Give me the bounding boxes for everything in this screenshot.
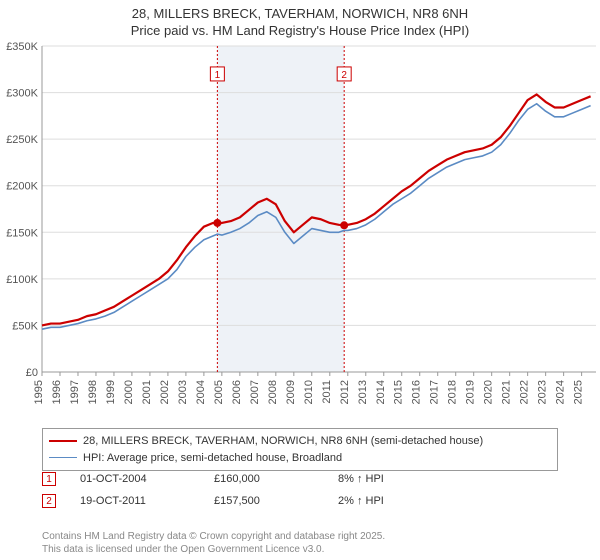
svg-text:2014: 2014	[375, 380, 387, 404]
svg-text:2015: 2015	[393, 380, 405, 404]
svg-text:£0: £0	[26, 367, 38, 379]
sale-date-2: 19-OCT-2011	[80, 495, 190, 507]
svg-text:2007: 2007	[249, 380, 261, 404]
svg-text:2003: 2003	[177, 380, 189, 404]
svg-text:2023: 2023	[537, 380, 549, 404]
chart-plot: £0 £50K £100K £150K £200K £250K £300K £350K 1995…	[0, 40, 600, 420]
sale-marker-1: 1	[42, 472, 56, 486]
svg-text:2010: 2010	[303, 380, 315, 404]
svg-text:2019: 2019	[465, 380, 477, 404]
svg-text:2009: 2009	[285, 380, 297, 404]
chart-title: 28, MILLERS BRECK, TAVERHAM, NORWICH, NR…	[0, 0, 600, 40]
chart-svg: £0 £50K £100K £150K £200K £250K £300K £350K 1995…	[0, 40, 600, 420]
sale-row-1: 1 01-OCT-2004 £160,000 8% ↑ HPI	[42, 472, 558, 486]
svg-text:1995: 1995	[33, 380, 45, 404]
sale-row-2: 2 19-OCT-2011 £157,500 2% ↑ HPI	[42, 494, 558, 508]
svg-text:1997: 1997	[69, 380, 81, 404]
legend: 28, MILLERS BRECK, TAVERHAM, NORWICH, NR…	[42, 428, 558, 471]
svg-text:£350K: £350K	[6, 41, 38, 53]
legend-label-series1: 28, MILLERS BRECK, TAVERHAM, NORWICH, NR…	[83, 433, 483, 450]
svg-text:2012: 2012	[339, 380, 351, 404]
sale-price-2: £157,500	[214, 495, 314, 507]
svg-text:£50K: £50K	[12, 320, 38, 332]
svg-text:£100K: £100K	[6, 274, 38, 286]
sale-marker-2-num: 2	[46, 496, 52, 507]
legend-row-series1: 28, MILLERS BRECK, TAVERHAM, NORWICH, NR…	[49, 433, 551, 450]
svg-text:2000: 2000	[123, 380, 135, 404]
footer: Contains HM Land Registry data © Crown c…	[42, 530, 385, 556]
svg-text:2: 2	[341, 70, 347, 81]
legend-row-series2: HPI: Average price, semi-detached house,…	[49, 450, 551, 467]
legend-swatch-series2	[49, 457, 77, 458]
svg-text:2022: 2022	[519, 380, 531, 404]
sale-delta-2: 2% ↑ HPI	[338, 495, 384, 507]
svg-text:2021: 2021	[501, 380, 513, 404]
svg-text:2016: 2016	[411, 380, 423, 404]
svg-text:2005: 2005	[213, 380, 225, 404]
svg-text:2025: 2025	[573, 380, 585, 404]
sale-date-1: 01-OCT-2004	[80, 473, 190, 485]
svg-text:£200K: £200K	[6, 181, 38, 193]
title-line-1: 28, MILLERS BRECK, TAVERHAM, NORWICH, NR…	[132, 6, 468, 21]
svg-text:2020: 2020	[483, 380, 495, 404]
sale-delta-1: 8% ↑ HPI	[338, 473, 384, 485]
legend-swatch-series1	[49, 440, 77, 442]
svg-text:£300K: £300K	[6, 88, 38, 100]
svg-text:£150K: £150K	[6, 227, 38, 239]
svg-text:£250K: £250K	[6, 134, 38, 146]
sale-marker-1-num: 1	[46, 474, 52, 485]
svg-text:2001: 2001	[141, 380, 153, 404]
svg-text:2024: 2024	[555, 380, 567, 404]
svg-text:2017: 2017	[429, 380, 441, 404]
svg-text:1: 1	[215, 70, 221, 81]
footer-line-1: Contains HM Land Registry data © Crown c…	[42, 531, 385, 542]
svg-text:2008: 2008	[267, 380, 279, 404]
svg-text:2004: 2004	[195, 380, 207, 404]
svg-text:1998: 1998	[87, 380, 99, 404]
svg-text:2006: 2006	[231, 380, 243, 404]
title-line-2: Price paid vs. HM Land Registry's House …	[131, 23, 469, 38]
svg-text:1996: 1996	[51, 380, 63, 404]
svg-text:2002: 2002	[159, 380, 171, 404]
svg-text:1999: 1999	[105, 380, 117, 404]
svg-text:2011: 2011	[321, 380, 333, 404]
svg-text:2013: 2013	[357, 380, 369, 404]
svg-text:2018: 2018	[447, 380, 459, 404]
legend-label-series2: HPI: Average price, semi-detached house,…	[83, 450, 342, 467]
footer-line-2: This data is licensed under the Open Gov…	[42, 544, 324, 555]
chart-container: 28, MILLERS BRECK, TAVERHAM, NORWICH, NR…	[0, 0, 600, 560]
sale-price-1: £160,000	[214, 473, 314, 485]
sale-marker-2: 2	[42, 494, 56, 508]
